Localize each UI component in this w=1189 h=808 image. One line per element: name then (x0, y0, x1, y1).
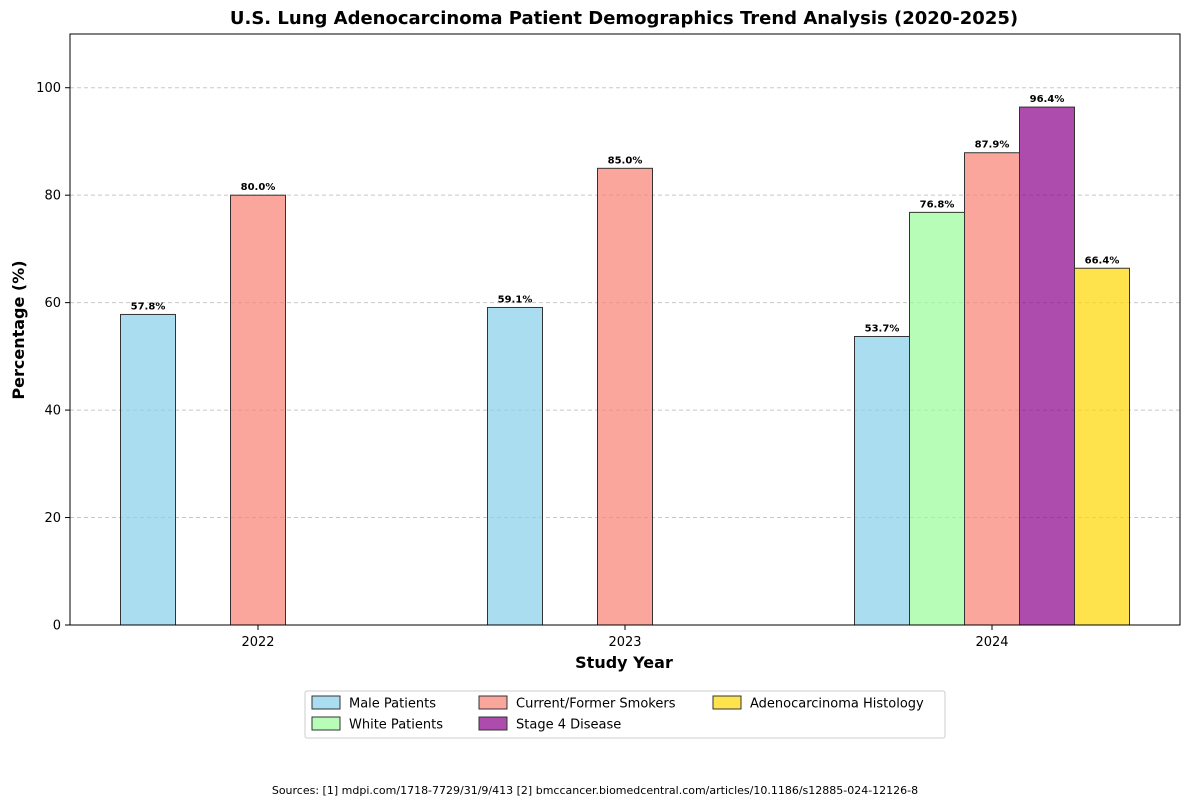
legend-label: White Patients (349, 718, 443, 733)
x-tick-label: 2022 (241, 635, 274, 650)
legend: Male Patients White Patients Current/Forme… (304, 690, 946, 739)
sources-footnote: Sources: [1] mdpi.com/1718-7729/31/9/413… (272, 784, 918, 797)
y-tick-label: 60 (44, 296, 61, 311)
bar (1019, 106, 1075, 626)
bar-value-label: 80.0% (241, 182, 276, 193)
bar-value-label: 66.4% (1085, 255, 1120, 266)
legend-label: Current/Former Smokers (516, 697, 676, 712)
bar (909, 211, 965, 626)
bar-value-label: 53.7% (865, 323, 900, 334)
bars (120, 106, 1130, 626)
legend-item: White Patients (311, 716, 443, 733)
bar (120, 313, 176, 626)
legend-swatch (311, 716, 341, 731)
legend-item: Adenocarcinoma Histology (712, 695, 924, 712)
x-axis-ticks: 2022 2023 2024 (241, 625, 1009, 650)
y-axis-ticks: 0 20 40 60 80 100 (36, 81, 70, 634)
bar-value-label: 76.8% (920, 199, 955, 210)
legend-item: Current/Former Smokers (478, 695, 676, 712)
legend-swatch (311, 695, 341, 710)
bar (230, 194, 286, 626)
y-tick-label: 0 (53, 619, 61, 634)
bar (597, 167, 653, 626)
legend-label: Male Patients (349, 697, 436, 712)
x-tick-label: 2023 (608, 635, 641, 650)
bar-value-label: 96.4% (1030, 94, 1065, 105)
legend-frame (304, 690, 946, 739)
y-tick-label: 100 (36, 81, 61, 96)
bar-value-label: 87.9% (975, 140, 1010, 151)
bar-value-label: 57.8% (131, 301, 166, 312)
legend-item: Stage 4 Disease (478, 716, 621, 733)
legend-swatch (478, 695, 508, 710)
bar-labels: 57.8% 80.0% 59.1% 85.0% 53.7% 76.8% 87.9% 96.4%… (131, 94, 1120, 334)
chart-title: U.S. Lung Adenocarcinoma Patient Demogra… (230, 8, 1018, 29)
y-axis-label: Percentage (%) (9, 260, 28, 399)
x-axis-label: Study Year (575, 653, 673, 672)
y-tick-label: 20 (44, 511, 61, 526)
x-tick-label: 2024 (975, 635, 1008, 650)
legend-swatch (478, 716, 508, 731)
legend-swatch (712, 695, 742, 710)
legend-label: Stage 4 Disease (516, 718, 621, 733)
legend-label: Adenocarcinoma Histology (750, 697, 924, 712)
bar (487, 306, 543, 626)
bar (964, 152, 1020, 626)
bar (854, 335, 910, 626)
bar-value-label: 59.1% (498, 294, 533, 305)
y-tick-label: 80 (44, 189, 61, 204)
bar-value-label: 85.0% (608, 155, 643, 166)
y-tick-label: 40 (44, 404, 61, 419)
legend-item: Male Patients (311, 695, 436, 712)
bar (1074, 267, 1130, 626)
